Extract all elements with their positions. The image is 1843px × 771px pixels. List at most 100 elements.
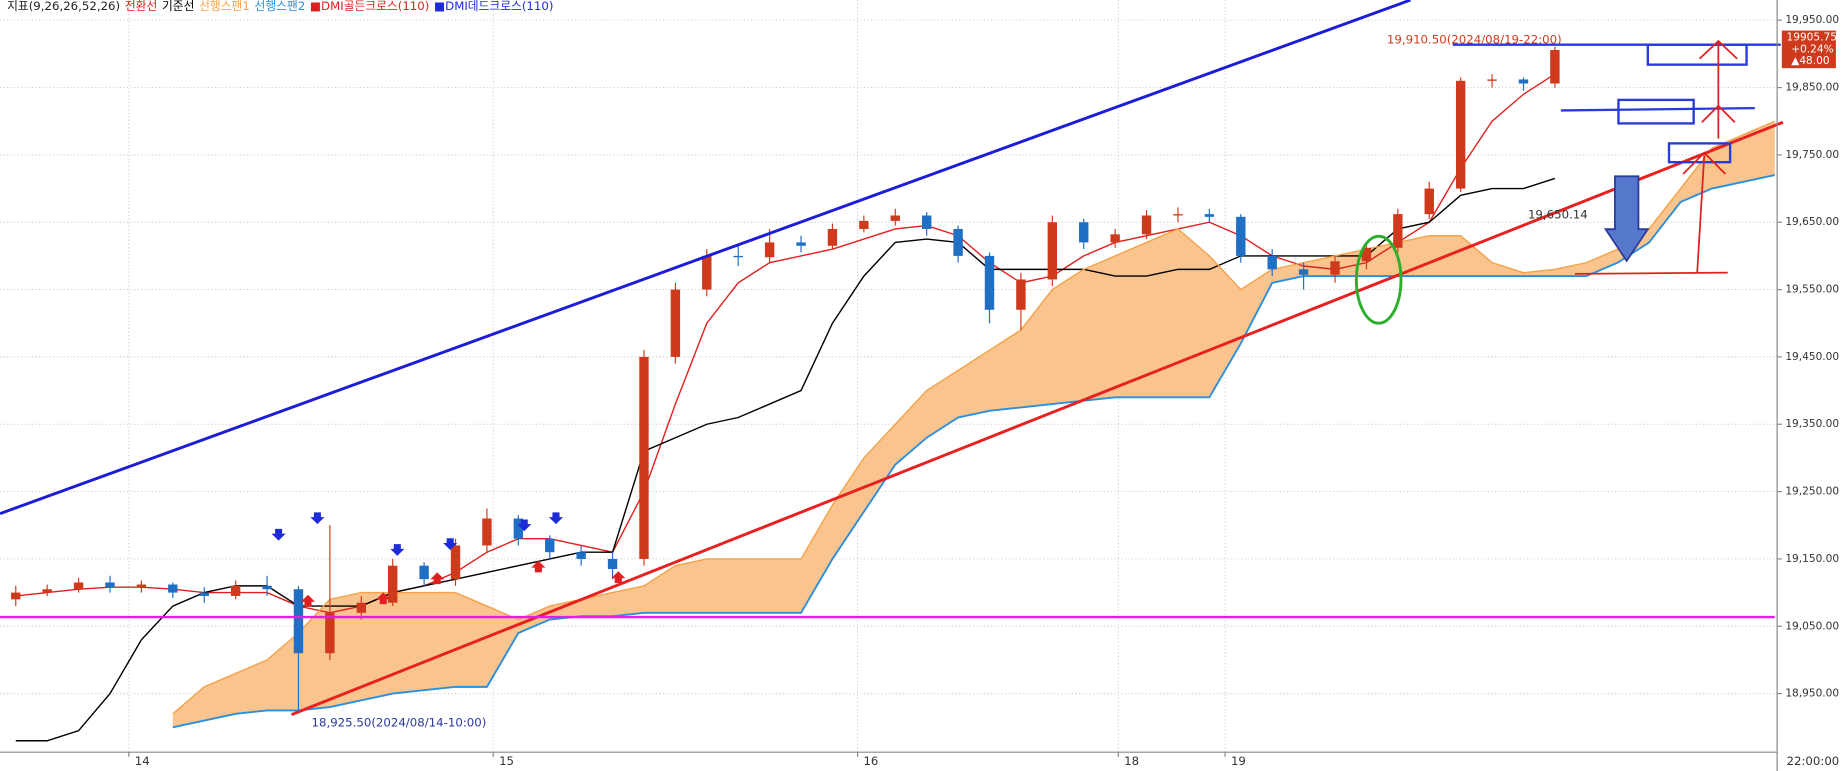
candle-body — [1047, 222, 1058, 280]
indicator-lines — [15, 73, 1776, 742]
candle-body — [105, 582, 115, 588]
candle-body — [387, 565, 398, 603]
legend-entry: 선행스팬1 — [199, 0, 250, 12]
candle-body — [1204, 214, 1215, 217]
target-line — [1560, 106, 1755, 112]
candle-body — [702, 255, 712, 290]
highlight-ellipse — [1354, 234, 1403, 325]
low-label: 18,925.50(2024/08/14-10:00) — [312, 715, 487, 729]
price-tag-value: 19905.75 — [1787, 32, 1837, 44]
candle-body — [262, 585, 272, 590]
candle-body — [890, 215, 900, 221]
y-tick-label: 19,650.00 — [1785, 216, 1839, 228]
candle-body — [73, 582, 84, 590]
change-abs: ▲48.00 — [1791, 55, 1830, 67]
axis-labels: 18,950.00 19,050.00 19,150.00 19,250.00 19,3… — [128, 14, 1839, 768]
candle-body — [576, 552, 586, 559]
x-tick-label: 15 — [499, 754, 514, 768]
candle-body — [293, 589, 304, 654]
dmi-signals — [271, 512, 626, 607]
cloud — [172, 121, 1775, 728]
candle-body — [1518, 79, 1529, 84]
price-tag — [1781, 30, 1836, 69]
candle-body — [984, 255, 995, 310]
candle-body — [733, 255, 743, 258]
candle-body — [827, 228, 838, 246]
candle-body — [1236, 216, 1246, 256]
candle-body — [1267, 255, 1277, 270]
legend-entry: 기준선 — [162, 0, 194, 12]
candle-body — [545, 538, 555, 553]
candle-body — [1016, 279, 1026, 310]
legend: 지표(9,26,26,52,26) 전환선 기준선 선행스팬1 선행스팬2 ■DMI골든크… — [7, 0, 553, 12]
x-tick-label: 19 — [1231, 754, 1246, 768]
y-tick-label: 19,350.00 — [1785, 418, 1839, 430]
candle-body — [513, 518, 524, 539]
candle-body — [1141, 215, 1152, 235]
candle-body — [199, 592, 209, 596]
y-tick-label: 19,950.00 — [1785, 14, 1839, 26]
candle-body — [42, 589, 52, 593]
candles — [11, 46, 1560, 711]
candle-body — [1079, 222, 1089, 243]
candle-body — [11, 592, 21, 600]
level-label: 19,650.14 — [1528, 208, 1588, 222]
candle-body — [136, 584, 147, 588]
y-tick-label: 19,250.00 — [1785, 486, 1839, 498]
candle-body — [1110, 234, 1120, 243]
legend-entry: ■DMI골든크로스(110) — [310, 0, 429, 12]
candle-body — [325, 612, 335, 654]
candle-body — [1361, 247, 1372, 262]
legend-entry: 전환선 — [125, 0, 157, 12]
y-tick-label: 19,750.00 — [1785, 149, 1839, 161]
candle-body — [1455, 80, 1466, 189]
golden-cross-marker — [300, 560, 626, 607]
candle-body — [482, 518, 492, 546]
candle-body — [953, 228, 963, 256]
y-tick-label: 19,050.00 — [1785, 620, 1839, 632]
base-line — [1574, 271, 1728, 275]
cloud-layer — [172, 121, 1775, 728]
x-tick-label: 18 — [1124, 754, 1139, 768]
y-tick-label: 19,550.00 — [1785, 284, 1839, 296]
candle-body — [639, 356, 649, 559]
candle-body — [796, 242, 806, 246]
candle-body — [1487, 79, 1497, 81]
x-tick-label: 14 — [135, 754, 150, 768]
candle-body — [607, 558, 618, 570]
time-label: 22:00:00 — [1787, 754, 1840, 768]
down-arrow — [1603, 175, 1650, 263]
candle-body — [1424, 188, 1434, 215]
y-tick-label: 19,850.00 — [1785, 82, 1839, 94]
change-pct: +0.24% — [1791, 43, 1833, 55]
indicator-line — [172, 174, 1775, 729]
candle-body — [921, 215, 932, 229]
candle-body — [859, 220, 869, 229]
target-box — [1646, 43, 1748, 66]
target-box — [1617, 98, 1695, 125]
projection — [1696, 155, 1706, 273]
high-label: 19,910.50(2024/08/19-22:00) — [1387, 32, 1562, 46]
y-tick-label: 19,150.00 — [1785, 553, 1839, 565]
candle-body — [1393, 214, 1403, 248]
candle-body — [230, 585, 241, 596]
candle-body — [356, 602, 366, 613]
legend-entry: 지표(9,26,26,52,26) — [7, 0, 120, 12]
y-tick-label: 18,950.00 — [1785, 688, 1839, 700]
candle-body — [1173, 214, 1183, 216]
drawings — [0, 0, 1784, 716]
x-tick-label: 16 — [863, 754, 878, 768]
candle-body — [168, 584, 178, 593]
candle-body — [1550, 50, 1560, 84]
indicator-line — [15, 177, 1556, 742]
target-box — [1667, 142, 1732, 164]
projection-arrow — [1682, 151, 1727, 175]
indicator-line — [172, 120, 1776, 715]
candle-body — [1298, 269, 1309, 275]
candle-body — [764, 242, 775, 258]
candle-body — [419, 565, 429, 580]
legend-entry: ■DMI데드크로스(110) — [434, 0, 553, 12]
trendline-upper — [0, 0, 1411, 515]
